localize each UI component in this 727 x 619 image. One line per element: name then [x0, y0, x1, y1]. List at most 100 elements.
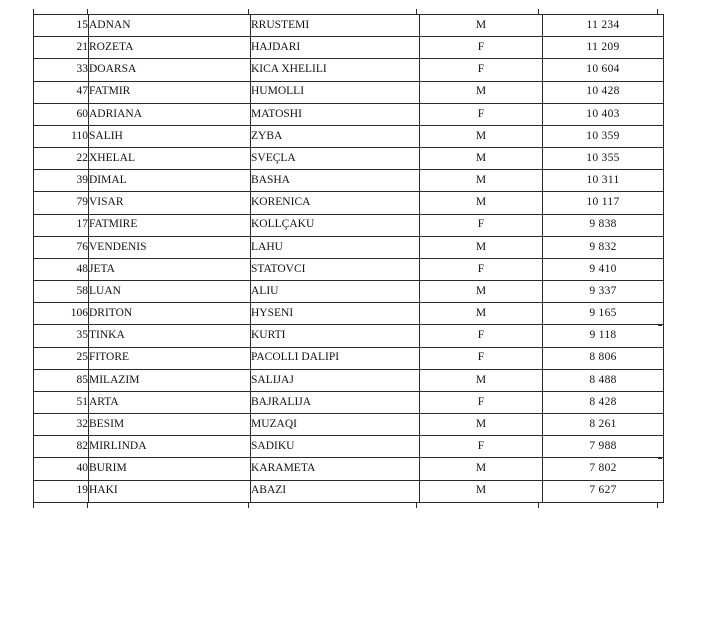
- table-row: 40 BURIM KARAMETA M 7 802: [33, 457, 664, 481]
- cell-gender: F: [419, 390, 543, 415]
- cell-count: 7 988: [542, 435, 664, 459]
- table-continuation-stub-bottom: [657, 502, 658, 508]
- table-row: 25 FITORE PACOLLI DALIPI F 8 806: [33, 346, 664, 370]
- cell-count: 7 627: [542, 479, 664, 503]
- cell-count: 8 488: [542, 368, 664, 392]
- row-border-overshoot-tick: [658, 413, 662, 415]
- cell-gender: M: [419, 479, 543, 503]
- cell-gender: M: [419, 413, 543, 437]
- cell-gender: F: [419, 324, 543, 348]
- row-border-overshoot-tick: [658, 14, 662, 15]
- cell-last-name: SADIKU: [250, 435, 420, 459]
- cell-number: 48: [33, 257, 89, 282]
- table-row: 60 ADRIANA MATOSHI F 10 403: [33, 102, 664, 126]
- cell-number: 35: [33, 324, 89, 348]
- row-border-overshoot-tick: [658, 80, 662, 82]
- row-border-overshoot-tick: [658, 346, 662, 348]
- cell-last-name: RRUSTEMI: [250, 13, 420, 38]
- table-continuation-stub-top: [657, 9, 658, 14]
- row-border-overshoot-tick: [658, 169, 662, 171]
- cell-last-name: SVEÇLA: [250, 147, 420, 171]
- cell-last-name: BAJRALIJA: [250, 390, 420, 415]
- cell-last-name: ZYBA: [250, 124, 420, 149]
- row-border-overshoot-tick: [658, 124, 662, 126]
- cell-count: 9 337: [542, 280, 664, 304]
- cell-last-name: MATOSHI: [250, 102, 420, 126]
- cell-last-name: BASHA: [250, 169, 420, 193]
- table-continuation-stub-bottom: [33, 502, 34, 508]
- table-row: 33 DOARSA KICA XHELILI F 10 604: [33, 58, 664, 82]
- cell-last-name: KICA XHELILI: [250, 58, 420, 82]
- cell-first-name: HAKI: [88, 479, 251, 503]
- table-row: 19 HAKI ABAZI M 7 627: [33, 479, 664, 503]
- cell-first-name: VISAR: [88, 191, 251, 215]
- row-border-overshoot-tick: [658, 435, 662, 437]
- cell-gender: M: [419, 235, 543, 259]
- cell-gender: F: [419, 102, 543, 126]
- cell-first-name: MIRLINDA: [88, 435, 251, 459]
- cell-number: 19: [33, 479, 89, 503]
- cell-gender: M: [419, 302, 543, 326]
- cell-number: 40: [33, 457, 89, 481]
- cell-count: 9 832: [542, 235, 664, 259]
- cell-first-name: DRITON: [88, 302, 251, 326]
- cell-last-name: STATOVCI: [250, 257, 420, 282]
- results-table: 15 ADNAN RRUSTEMI M 11 234 21 ROZETA HAJDARI F 11…: [33, 13, 664, 503]
- cell-gender: M: [419, 80, 543, 104]
- cell-last-name: KURTI: [250, 324, 420, 348]
- cell-first-name: MILAZIM: [88, 368, 251, 392]
- row-border-overshoot-tick: [658, 58, 662, 60]
- cell-count: 9 165: [542, 302, 664, 326]
- row-border-overshoot-tick: [658, 213, 662, 215]
- cell-count: 8 806: [542, 346, 664, 370]
- table-continuation-stub-bottom: [248, 502, 249, 508]
- table-continuation-stub-top: [87, 9, 88, 14]
- table-continuation-stub-top: [538, 9, 539, 14]
- cell-number: 32: [33, 413, 89, 437]
- cell-last-name: ABAZI: [250, 479, 420, 503]
- cell-count: 9 410: [542, 257, 664, 282]
- cell-count: 11 234: [542, 13, 664, 38]
- table-continuation-stub-bottom: [87, 502, 88, 508]
- cell-number: 85: [33, 368, 89, 392]
- table-row: 15 ADNAN RRUSTEMI M 11 234: [33, 13, 664, 38]
- table-row: 58 LUAN ALIU M 9 337: [33, 280, 664, 304]
- row-border-overshoot-tick: [658, 479, 662, 481]
- cell-count: 9 118: [542, 324, 664, 348]
- table-row: 35 TINKA KURTI F 9 118: [33, 324, 664, 348]
- table-row: 76 VENDENIS LAHU M 9 832: [33, 235, 664, 259]
- cell-last-name: SALIJAJ: [250, 368, 420, 392]
- cell-gender: M: [419, 368, 543, 392]
- row-border-overshoot-tick: [658, 102, 662, 104]
- table-row: 39 DIMAL BASHA M 10 311: [33, 169, 664, 193]
- cell-gender: F: [419, 346, 543, 370]
- row-border-overshoot-tick: [658, 235, 662, 237]
- row-border-overshoot-tick: [658, 147, 662, 149]
- table-row: 85 MILAZIM SALIJAJ M 8 488: [33, 368, 664, 392]
- row-border-overshoot-tick: [658, 280, 662, 282]
- cell-first-name: BESIM: [88, 413, 251, 437]
- cell-first-name: VENDENIS: [88, 235, 251, 259]
- results-table-body: 15 ADNAN RRUSTEMI M 11 234 21 ROZETA HAJDARI F 11…: [33, 13, 664, 503]
- cell-number: 79: [33, 191, 89, 215]
- cell-gender: F: [419, 213, 543, 237]
- table-row: 32 BESIM MUZAQI M 8 261: [33, 413, 664, 437]
- cell-count: 11 209: [542, 36, 664, 60]
- cell-number: 51: [33, 390, 89, 415]
- row-border-overshoot-tick: [658, 501, 662, 503]
- cell-first-name: ARTA: [88, 390, 251, 415]
- cell-last-name: KOLLÇAKU: [250, 213, 420, 237]
- cell-count: 10 428: [542, 80, 664, 104]
- cell-count: 9 838: [542, 213, 664, 237]
- row-border-overshoot-tick: [658, 302, 662, 304]
- table-row: 22 XHELAL SVEÇLA M 10 355: [33, 147, 664, 171]
- table-continuation-stub-bottom: [538, 502, 539, 508]
- table-row: 21 ROZETA HAJDARI F 11 209: [33, 36, 664, 60]
- cell-last-name: ALIU: [250, 280, 420, 304]
- cell-last-name: MUZAQI: [250, 413, 420, 437]
- cell-count: 10 311: [542, 169, 664, 193]
- cell-number: 21: [33, 36, 89, 60]
- table-row: 51 ARTA BAJRALIJA F 8 428: [33, 390, 664, 415]
- cell-first-name: ADRIANA: [88, 102, 251, 126]
